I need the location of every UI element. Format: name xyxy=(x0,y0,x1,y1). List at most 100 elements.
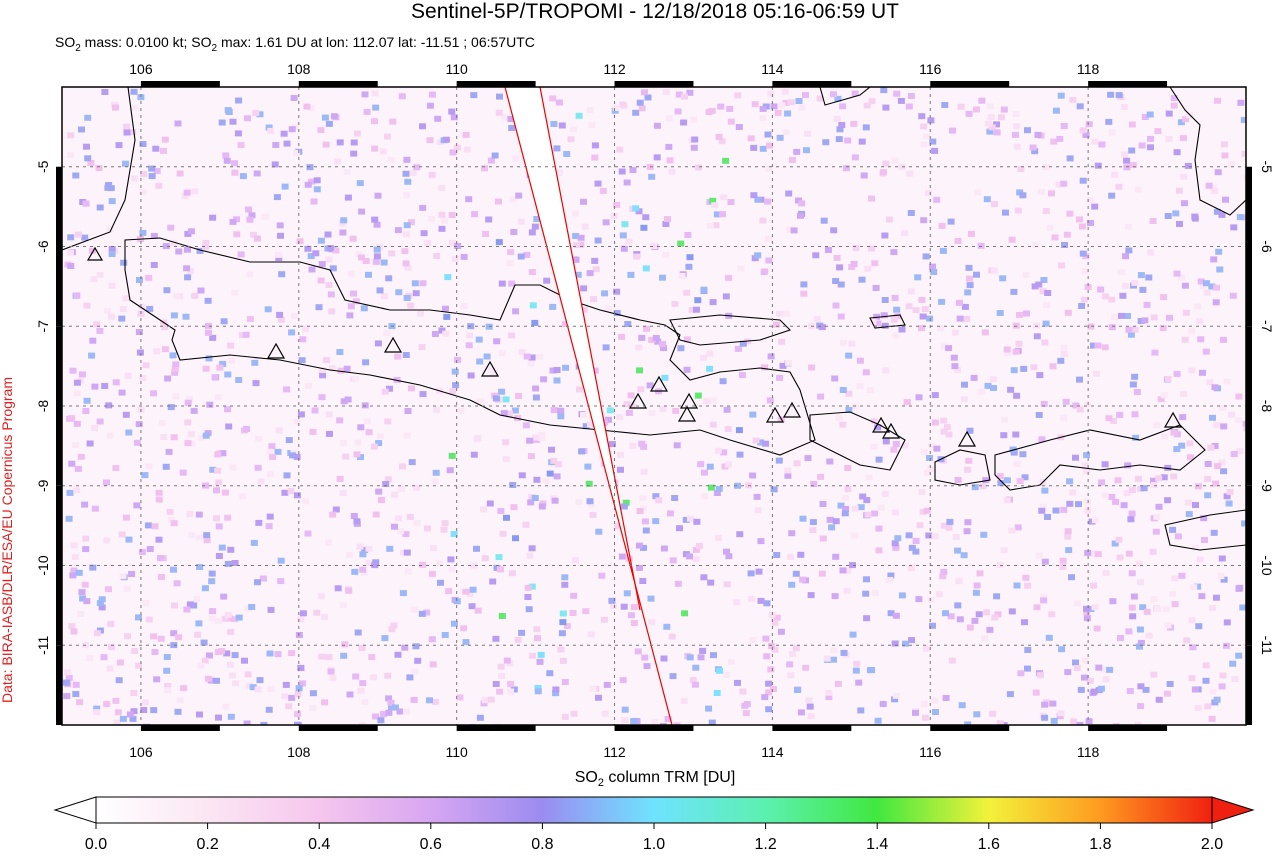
pixel xyxy=(757,597,765,604)
pixel xyxy=(549,367,557,374)
pixel xyxy=(619,101,627,108)
pixel xyxy=(987,114,995,121)
pixel xyxy=(956,616,964,623)
pixel xyxy=(309,704,317,711)
pixel xyxy=(188,532,196,539)
pixel xyxy=(401,248,409,255)
y-tick-label: -10 xyxy=(1259,555,1272,575)
pixel xyxy=(355,251,363,258)
pixel xyxy=(348,270,356,277)
pixel xyxy=(1119,292,1127,299)
pixel xyxy=(892,332,900,339)
pixel xyxy=(214,467,222,474)
pixel xyxy=(269,454,277,460)
pixel xyxy=(124,372,132,379)
pixel xyxy=(722,293,730,300)
pixel xyxy=(1218,211,1226,218)
y-tick-label: -5 xyxy=(35,160,51,173)
pixel xyxy=(1000,432,1008,439)
pixel xyxy=(67,263,75,269)
pixel xyxy=(294,711,302,718)
pixel xyxy=(291,313,298,319)
pixel xyxy=(879,169,887,176)
pixel xyxy=(727,199,735,206)
colorbar-tick-label: 1.6 xyxy=(978,836,1000,853)
colorbar-tick-label: 0.2 xyxy=(196,836,218,853)
pixel xyxy=(831,593,839,600)
pixel xyxy=(384,476,392,483)
pixel xyxy=(141,472,149,479)
pixel xyxy=(1024,647,1032,653)
pixel xyxy=(506,260,514,267)
pixel xyxy=(933,196,941,203)
pixel xyxy=(776,374,784,381)
pixel xyxy=(208,578,216,585)
pixel xyxy=(412,290,420,297)
pixel xyxy=(692,546,700,553)
pixel xyxy=(424,240,432,246)
pixel xyxy=(1016,311,1023,318)
pixel xyxy=(898,326,906,333)
pixel xyxy=(523,251,531,258)
pixel xyxy=(90,276,98,283)
pixel xyxy=(897,97,905,104)
pixel xyxy=(1136,626,1144,633)
pixel xyxy=(451,368,459,375)
pixel xyxy=(1170,473,1178,480)
pixel xyxy=(108,251,116,257)
pixel xyxy=(411,668,419,675)
pixel xyxy=(754,252,762,259)
pixel xyxy=(885,216,893,223)
pixel xyxy=(786,226,794,233)
pixel xyxy=(413,519,421,526)
pixel xyxy=(1223,619,1231,626)
pixel xyxy=(98,604,106,611)
pixel xyxy=(183,606,191,613)
pixel xyxy=(764,198,772,205)
pixel xyxy=(1024,582,1032,589)
pixel xyxy=(167,224,175,231)
pixel xyxy=(1064,528,1072,535)
pixel xyxy=(1008,608,1016,615)
pixel xyxy=(918,488,926,495)
swath-edge xyxy=(539,86,641,611)
pixel xyxy=(354,629,362,636)
pixel xyxy=(226,661,234,668)
pixel xyxy=(202,244,210,251)
pixel xyxy=(875,456,883,463)
pixel xyxy=(371,562,379,569)
pixel xyxy=(202,239,210,246)
pixel xyxy=(1022,271,1030,278)
pixel xyxy=(707,579,715,586)
map-frame xyxy=(61,86,1247,726)
pixel xyxy=(735,427,743,434)
pixel xyxy=(1218,459,1226,466)
pixel xyxy=(1040,597,1048,604)
pixel xyxy=(384,672,392,679)
pixel xyxy=(1079,250,1087,257)
pixel xyxy=(460,253,468,260)
pixel xyxy=(927,442,935,449)
pixel xyxy=(892,544,900,551)
pixel xyxy=(549,95,557,102)
pixel xyxy=(215,553,223,559)
pixel xyxy=(621,221,629,228)
pixel xyxy=(686,89,694,96)
pixel xyxy=(327,291,335,298)
pixel xyxy=(1235,652,1243,659)
pixel xyxy=(205,322,212,329)
pixel xyxy=(761,364,768,371)
pixel xyxy=(935,591,943,598)
pixel xyxy=(1123,490,1131,497)
pixel xyxy=(370,443,378,450)
pixel xyxy=(119,306,127,312)
pixel xyxy=(930,269,938,275)
pixel xyxy=(463,146,471,153)
pixel xyxy=(1211,384,1219,391)
pixel xyxy=(388,250,396,257)
pixel xyxy=(508,570,516,577)
pixel xyxy=(548,446,555,453)
pixel xyxy=(304,245,312,252)
pixel xyxy=(601,710,609,717)
pixel xyxy=(371,145,379,152)
